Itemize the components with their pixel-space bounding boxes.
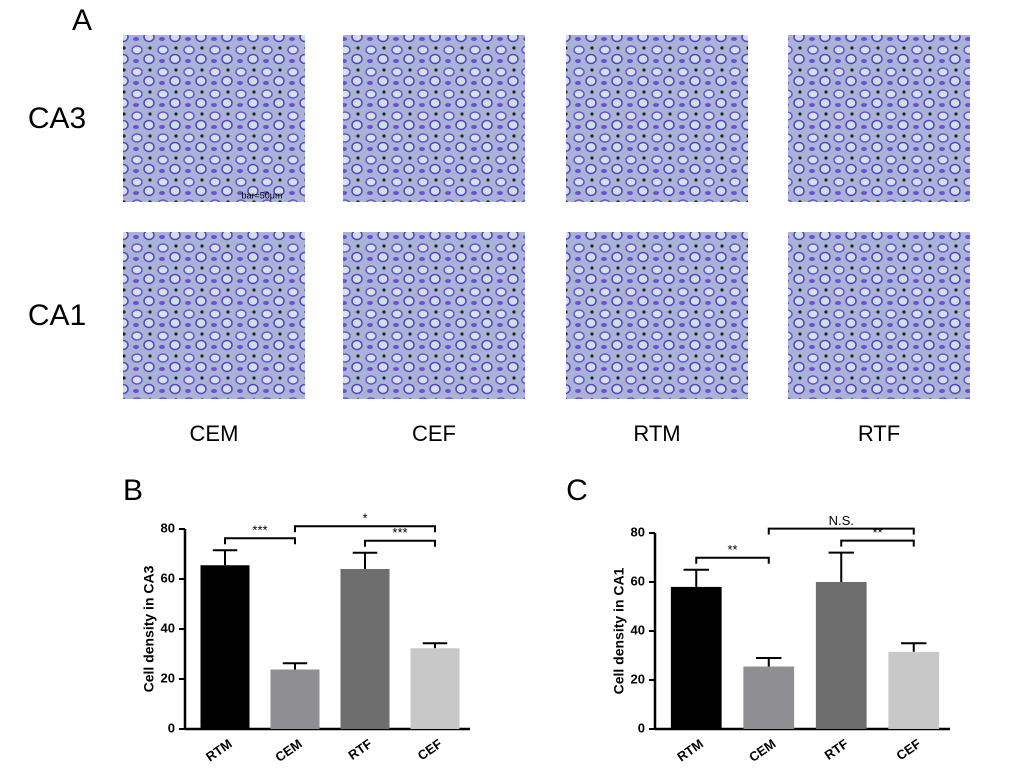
y-tick-label: 0 [168,720,175,735]
significance-bracket [695,556,770,564]
y-axis-label: Cell density in CA1 [611,567,627,694]
bar [743,666,795,729]
y-tick-label: 40 [161,620,175,635]
column-label: RTM [633,421,680,446]
panel-label: B [123,474,143,507]
significance-label: ** [727,542,737,557]
micrograph [343,35,525,202]
significance-bracket [294,525,436,533]
x-tick-label: CEF [894,736,924,763]
row-label: CA3 [28,102,86,135]
x-tick-label: CEM [746,736,778,765]
x-tick-label: RTF [822,736,851,763]
significance-bracket [224,537,296,545]
y-tick-label: 20 [161,670,175,685]
y-axis-label: Cell density in CA3 [141,565,157,692]
bar [270,669,320,729]
bar [410,648,460,729]
micrograph [566,35,748,202]
micrograph [788,35,970,202]
y-tick-label: 80 [161,520,175,535]
bar [200,565,250,729]
y-tick-label: 40 [631,622,645,637]
significance-label: * [362,511,367,526]
y-tick-label: 60 [631,573,645,588]
y-tick-label: 0 [638,720,645,735]
y-tick-label: 60 [161,570,175,585]
significance-bracket [767,527,915,535]
x-tick-label: RTM [203,736,235,764]
x-tick-label: CEF [415,736,445,763]
y-tick-label: 80 [631,524,645,539]
micrograph [123,35,305,202]
x-tick-label: CEM [272,736,304,765]
micrograph [788,232,970,399]
column-label: CEM [190,421,239,446]
column-label: CEF [412,421,456,446]
significance-label: *** [392,525,407,540]
x-tick-label: RTM [674,736,706,764]
y-tick-label: 20 [631,671,645,686]
x-tick-label: RTF [345,736,374,763]
bar [815,582,867,729]
significance-label: *** [252,523,267,538]
panel-label: C [566,474,588,507]
row-label: CA1 [28,299,86,332]
bar [888,651,940,729]
scale-bar: bar=50μm [242,190,283,200]
micrograph [123,232,305,399]
bar [670,586,722,729]
column-label: RTF [858,421,900,446]
significance-bracket [840,539,915,547]
bar [340,569,390,729]
significance-label: ** [872,525,882,540]
significance-label: N.S. [829,513,854,528]
panel-label: A [72,4,92,37]
significance-bracket [364,539,436,547]
micrograph [566,232,748,399]
micrograph [343,232,525,399]
